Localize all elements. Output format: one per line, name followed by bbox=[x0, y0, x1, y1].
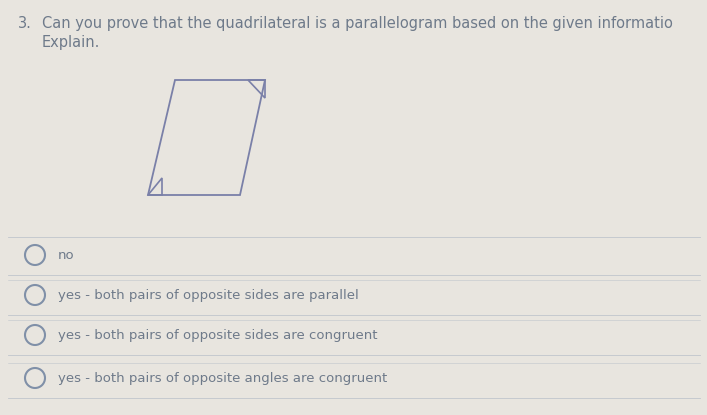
Polygon shape bbox=[148, 80, 265, 195]
Text: Explain.: Explain. bbox=[42, 35, 100, 50]
Text: 3.: 3. bbox=[18, 16, 32, 31]
Text: yes - both pairs of opposite sides are parallel: yes - both pairs of opposite sides are p… bbox=[58, 288, 358, 302]
Text: yes - both pairs of opposite angles are congruent: yes - both pairs of opposite angles are … bbox=[58, 371, 387, 385]
Text: Can you prove that the quadrilateral is a parallelogram based on the given infor: Can you prove that the quadrilateral is … bbox=[42, 16, 673, 31]
Text: no: no bbox=[58, 249, 75, 261]
Text: yes - both pairs of opposite sides are congruent: yes - both pairs of opposite sides are c… bbox=[58, 329, 378, 342]
